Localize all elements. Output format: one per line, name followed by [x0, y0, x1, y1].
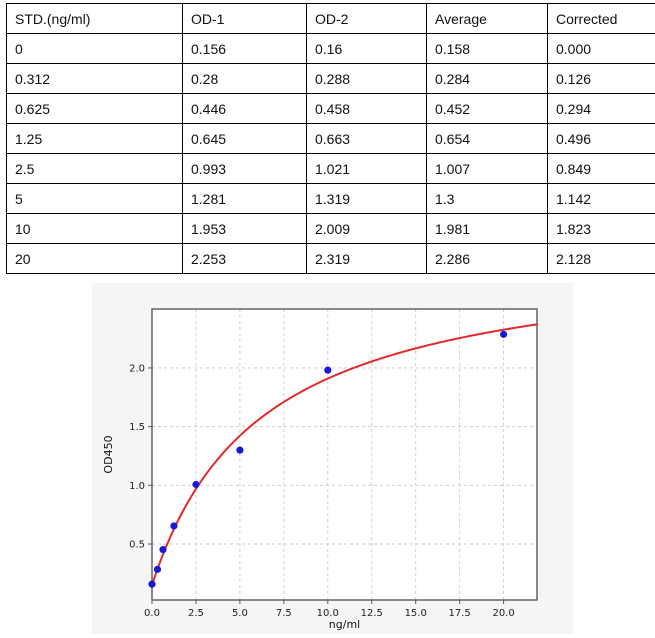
table-cell: 0.496 [547, 123, 655, 154]
table-cell: 0.312 [6, 63, 183, 94]
table-cell: 1.953 [182, 213, 307, 244]
table-cell: 0.849 [547, 153, 655, 184]
standard-curve-chart: 0.0 2.5 5.0 7.5 10.0 12.5 15.0 17.5 20.0 0.5 1.0 1.… [92, 283, 573, 634]
x-tick-label: 15.0 [405, 608, 427, 619]
x-tick-label: 5.0 [232, 608, 248, 619]
table-cell: 2.319 [306, 243, 427, 274]
table-cell: 2.5 [6, 153, 183, 184]
table-cell: 0 [6, 33, 183, 64]
table-cell: 1.3 [426, 183, 548, 214]
table-row: 0 0.156 0.16 0.158 0.000 [6, 33, 655, 64]
column-header: STD.(ng/ml) [6, 3, 183, 34]
table-cell: 0.452 [426, 93, 548, 124]
table-cell: 0.294 [547, 93, 655, 124]
data-point [148, 580, 156, 588]
table-cell: 0.288 [306, 63, 427, 94]
x-tick-label: 7.5 [276, 608, 292, 619]
data-point [153, 565, 162, 573]
table-cell: 0.993 [182, 153, 307, 184]
table-cell: 0.126 [547, 63, 655, 94]
table-cell: 1.25 [6, 123, 183, 154]
x-tick-label: 20.0 [492, 608, 514, 619]
table-row: 10 1.953 2.009 1.981 1.823 [6, 213, 655, 244]
fit-curve [151, 323, 538, 587]
x-tick-label: 17.5 [449, 608, 471, 619]
table-row: 1.25 0.645 0.663 0.654 0.496 [6, 123, 655, 154]
data-point [170, 522, 178, 530]
column-header: Corrected [547, 3, 655, 34]
x-axis-label: ng/ml [329, 618, 360, 631]
data-point [159, 546, 167, 554]
table-row: 20 2.253 2.319 2.286 2.128 [6, 243, 655, 274]
x-tick-label: 0.0 [144, 608, 160, 619]
column-header: OD-1 [182, 3, 307, 34]
data-point [324, 366, 332, 374]
table-cell: 1.142 [547, 183, 655, 214]
table-cell: 0.625 [6, 93, 183, 124]
table-header-row: STD.(ng/ml) OD-1 OD-2 Average Corrected [6, 3, 655, 34]
table-cell: 0.158 [426, 33, 548, 64]
y-tick-label: 1.0 [129, 481, 145, 492]
table-cell: 1.281 [182, 183, 307, 214]
table-cell: 1.021 [306, 153, 427, 184]
table-cell: 0.663 [306, 123, 427, 154]
table-cell: 0.000 [547, 33, 655, 64]
table-cell: 0.645 [182, 123, 307, 154]
standard-curve-figure: 0.0 2.5 5.0 7.5 10.0 12.5 15.0 17.5 20.0 0.5 1.0 1.… [92, 283, 573, 634]
table-cell: 10 [6, 213, 183, 244]
data-point [192, 480, 200, 489]
x-tick-label: 10.0 [317, 608, 339, 619]
column-header: Average [426, 3, 548, 34]
data-point [500, 330, 508, 338]
x-tick-label: 2.5 [188, 608, 204, 619]
plot-frame [151, 308, 538, 601]
table-cell: 0.16 [306, 33, 427, 64]
y-tick-label: 2.0 [129, 363, 145, 374]
table-cell: 2.286 [426, 243, 548, 274]
table-cell: 1.007 [426, 153, 548, 184]
table-cell: 2.253 [182, 243, 307, 274]
data-point [236, 446, 244, 454]
y-tick-label: 0.5 [129, 540, 145, 551]
y-tick-label: 1.5 [129, 422, 145, 433]
table-cell: 1.981 [426, 213, 548, 244]
table-cell: 5 [6, 183, 183, 214]
table-cell: 2.128 [547, 243, 655, 274]
standards-table: STD.(ng/ml) OD-1 OD-2 Average Corrected 0 0.1… [6, 3, 655, 274]
table-cell: 0.458 [306, 93, 427, 124]
x-tick-label: 12.5 [361, 608, 383, 619]
table-cell: 20 [6, 243, 183, 274]
y-axis-label: OD450 [102, 435, 115, 473]
table-row: 0.625 0.446 0.458 0.452 0.294 [6, 93, 655, 124]
table-row: 0.312 0.28 0.288 0.284 0.126 [6, 63, 655, 94]
table-cell: 0.156 [182, 33, 307, 64]
table-cell: 0.446 [182, 93, 307, 124]
table-row: 5 1.281 1.319 1.3 1.142 [6, 183, 655, 214]
table-cell: 2.009 [306, 213, 427, 244]
table-row: 2.5 0.993 1.021 1.007 0.849 [6, 153, 655, 184]
table-cell: 0.28 [182, 63, 307, 94]
table-cell: 1.319 [306, 183, 427, 214]
table-cell: 1.823 [547, 213, 655, 244]
column-header: OD-2 [306, 3, 427, 34]
table-cell: 0.654 [426, 123, 548, 154]
table-cell: 0.284 [426, 63, 548, 94]
plot-area [152, 309, 537, 600]
